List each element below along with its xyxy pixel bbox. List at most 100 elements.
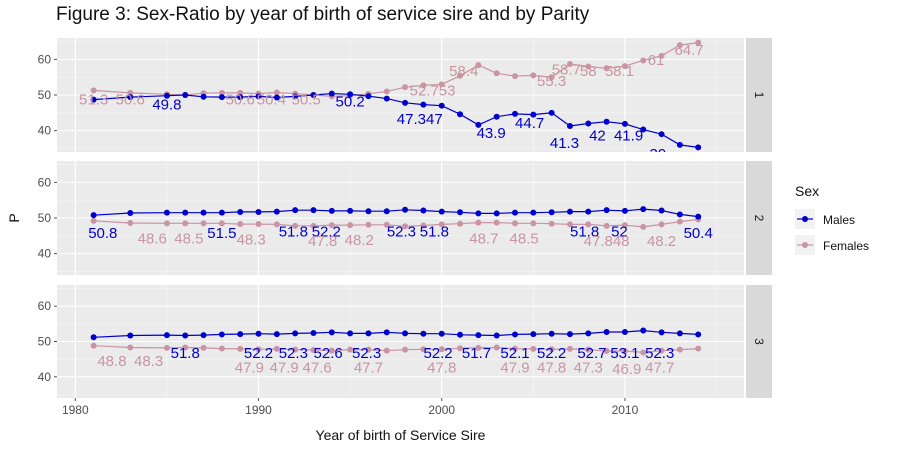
data-label: 48.6 [138,230,167,247]
males-point [475,332,482,339]
males-point [402,99,409,106]
males-line [93,92,699,148]
females-line [93,42,699,98]
females-point [328,222,335,229]
data-label: 58.4 [449,63,478,80]
females-point [493,344,500,351]
males-point [640,327,647,334]
females-point [127,344,134,351]
data-label: 64.7 [674,42,703,59]
data-label: 47.9 [500,359,529,376]
males-point [237,331,244,338]
legend-title: Sex [795,183,819,199]
data-label: 58.1 [605,63,634,80]
females-point [548,220,555,227]
females-legend-label: Females [823,239,869,253]
males-point [347,91,354,98]
data-label: 51.8 [420,224,449,241]
males-point [676,141,683,148]
females-point [182,220,189,227]
males-point [255,208,262,215]
females-point [383,88,390,95]
males-point [512,209,518,216]
males-point [310,330,317,337]
y-tick-label: 60 [38,299,52,313]
males-point [676,330,683,337]
females-point [218,345,225,352]
males-point [127,210,134,217]
y-tick-label: 60 [38,175,52,189]
data-label: 50.5 [292,92,321,109]
females-point [90,342,97,349]
data-label: 52.3 [645,345,674,362]
data-label: 52.2 [423,345,452,362]
females-point [200,220,207,227]
y-tick-label: 50 [38,88,52,102]
x-tick-label: 2000 [428,403,455,417]
males-point [163,209,170,216]
data-label: 52.2 [312,224,341,241]
females-point [676,346,683,353]
females-point [512,220,518,227]
females-point [603,65,610,72]
females-point [512,73,518,80]
males-point [273,208,280,215]
data-label: 44.7 [515,115,544,132]
males-point [457,209,464,216]
data-label: 47.8 [427,359,456,376]
females-point [548,74,555,81]
y-tick-label: 50 [38,335,52,349]
females-point [347,222,354,229]
females-point [383,347,390,354]
females-point [90,87,97,94]
females-point [658,221,665,228]
facet-strip-label: 2 [752,215,766,222]
males-point [365,208,372,215]
males-point [530,111,537,118]
females-point [402,84,409,91]
males-point [566,122,573,129]
females-point [218,89,225,96]
females-point [292,222,299,229]
facet-strip-label: 1 [752,92,766,99]
x-axis-title: Year of birth of Service Sire [316,427,486,443]
males-point [218,209,225,216]
females-point [548,346,555,353]
males-point [200,332,207,339]
data-label: 50.4 [257,92,286,109]
females-point [621,63,628,70]
males-point [566,331,573,338]
data-label: 52.7 [577,345,606,362]
females-point [475,219,482,226]
males-point [603,207,610,214]
males-point [676,211,683,218]
females-point [273,221,280,228]
females-point [402,346,409,353]
females-point [420,222,427,229]
females-point [566,61,573,68]
females-point [383,221,390,228]
females-point [420,346,427,353]
males-point [512,110,518,117]
males-point [420,330,427,337]
males-point [402,206,409,213]
y-tick-label: 40 [38,247,52,261]
females-point [127,219,134,226]
females-point [493,219,500,226]
males-point [475,121,482,128]
data-label: 50.6 [116,92,145,109]
males-point [493,332,500,339]
males-point [585,330,592,337]
data-label: 51.8 [570,224,599,241]
males-point [493,113,500,120]
females-point [530,345,537,352]
females-line [93,345,699,354]
males-point [695,213,702,220]
females-point [530,72,537,79]
data-label: 46.9 [612,361,641,378]
females-point [621,222,628,229]
males-point [163,332,170,339]
data-label: 48.8 [97,353,126,370]
females-point [585,63,592,70]
